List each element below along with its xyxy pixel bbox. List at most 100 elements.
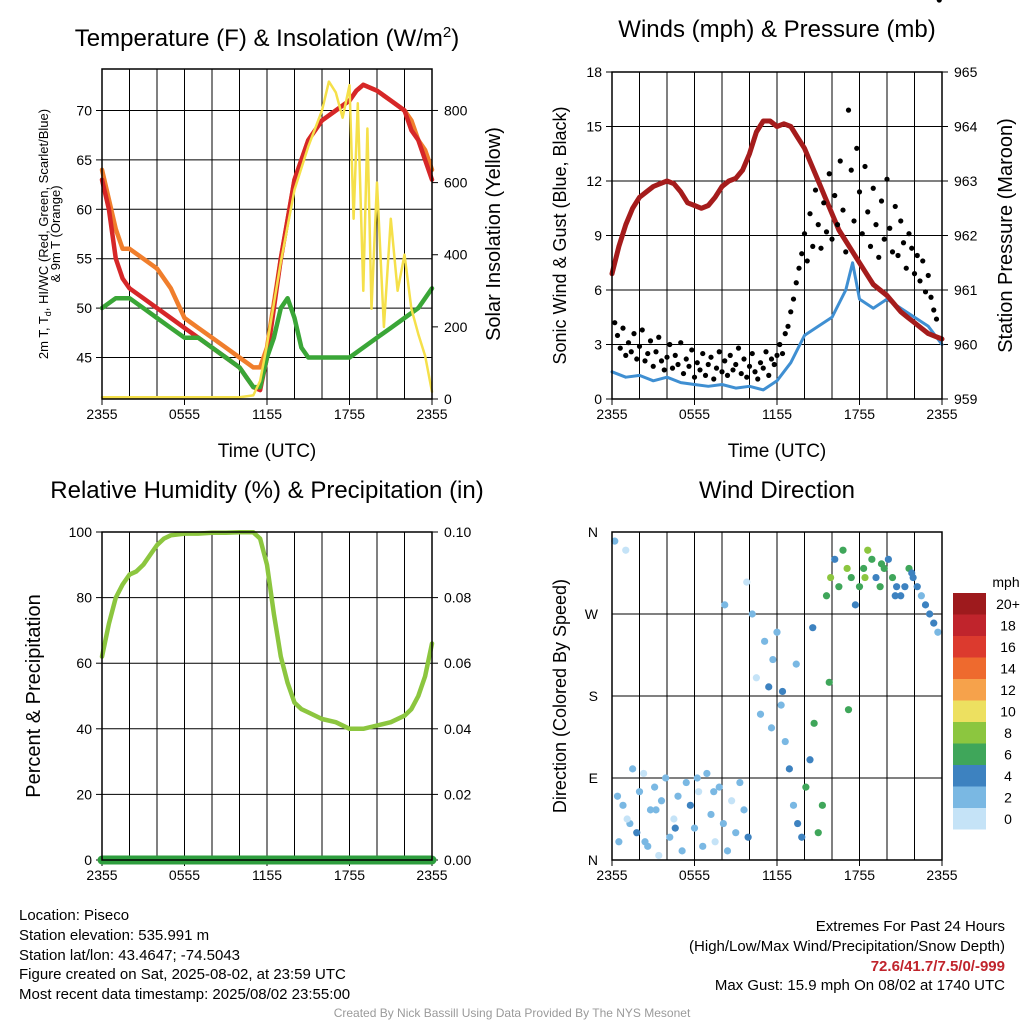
x-tick-label: 1155: [762, 406, 792, 422]
x-tick-label: 1755: [844, 867, 875, 883]
plot-frame: [101, 531, 433, 861]
gust-point: [744, 374, 750, 380]
direction-point: [913, 583, 921, 591]
gust-point: [667, 341, 673, 348]
gust-point: [889, 249, 896, 255]
gust-point: [766, 372, 772, 378]
gust-point: [832, 192, 838, 199]
gust-point: [818, 245, 824, 251]
gust-point: [936, 0, 942, 3]
y-axis-label: Sonic Wind & Gust (Blue, Black): [550, 106, 570, 364]
gust-point: [933, 316, 940, 322]
direction-point: [855, 583, 864, 591]
colorbar-swatch: [953, 808, 986, 830]
plot-frame: [611, 531, 943, 861]
chart-title: Wind Direction: [699, 477, 855, 504]
gust-point: [925, 272, 931, 279]
colorbar-tick-label: 18: [1000, 618, 1016, 634]
gust-point: [686, 363, 692, 369]
gust-point: [774, 352, 780, 358]
direction-point: [671, 824, 679, 832]
gust-point: [909, 245, 915, 251]
gust-point: [829, 236, 835, 242]
colorbar-tick-label: 12: [1000, 682, 1016, 698]
wind-pressure-panel: Winds (mph) & Pressure (mb) 2355 0555 1155 1…: [550, 0, 1017, 462]
gust-point: [903, 265, 909, 271]
direction-point: [901, 583, 909, 591]
elevation-text: Station elevation: 535.991 m: [19, 926, 210, 944]
gust-point: [664, 354, 670, 360]
series-line-rh: [99, 530, 435, 732]
direction-point: [861, 573, 869, 582]
direction-point: [715, 783, 723, 791]
gust-point: [727, 352, 733, 358]
gust-point: [653, 349, 659, 355]
extremes-values: 72.6/41.7/7.5/0/-999: [870, 957, 1005, 975]
series-line-wind: [610, 261, 944, 392]
y-tick-label: 65: [76, 152, 92, 168]
direction-point: [640, 769, 648, 778]
title-superscript: 2: [443, 24, 451, 41]
gust-point: [625, 340, 632, 346]
x-tick-label: 1155: [762, 867, 792, 883]
direction-point: [839, 546, 847, 554]
gust-point: [782, 331, 788, 337]
colorbar-swatch: [953, 700, 986, 722]
temperature-panel: Temperature (F) & Insolation (W/m2)2355 0…: [36, 24, 505, 462]
direction-point: [827, 573, 835, 582]
direction-point: [785, 765, 793, 773]
x-tick-label: 1155: [252, 867, 282, 883]
y-right-tick-label: 400: [444, 247, 468, 263]
direction-point: [810, 719, 818, 727]
gust-point: [801, 231, 808, 237]
gust-point: [804, 258, 810, 264]
gust-point: [647, 338, 654, 344]
y-right-tick-label: 960: [954, 337, 978, 353]
y-tick-label: N: [588, 852, 598, 868]
gust-point: [793, 280, 799, 286]
colorbar-tick-label: 6: [1004, 747, 1012, 763]
gust-point: [614, 332, 621, 339]
y-right-tick-label: 0: [444, 391, 452, 407]
y-right-tick-label: 0.04: [444, 721, 471, 737]
y-tick-label: 12: [586, 173, 602, 189]
gust-point: [741, 356, 747, 362]
gust-point: [823, 229, 830, 235]
direction-point: [844, 706, 853, 714]
y-right-tick-label: 0.10: [444, 524, 471, 540]
gust-point: [645, 350, 651, 357]
gust-point: [807, 211, 813, 217]
gust-point: [628, 349, 634, 355]
direction-point: [662, 774, 670, 782]
y-tick-label: 6: [594, 282, 602, 298]
x-tick-label: 0555: [169, 406, 200, 422]
x-axis-label: Time (UTC): [218, 441, 317, 462]
series-line-pressure: [609, 118, 945, 342]
gust-point: [859, 231, 865, 237]
gust-point: [768, 356, 775, 362]
gust-point: [837, 158, 843, 164]
gust-point: [623, 352, 629, 358]
colorbar-swatch: [953, 657, 986, 679]
direction-point: [623, 815, 631, 823]
direction-point: [765, 683, 773, 691]
gust-point: [862, 163, 868, 170]
gust-point: [642, 358, 648, 364]
y-tick-label: 20: [76, 786, 92, 802]
plot-frame: [611, 71, 943, 400]
direction-point: [728, 797, 736, 805]
credit-text: Created By Nick Bassill Using Data Provi…: [333, 1006, 691, 1020]
gust-point: [914, 252, 920, 259]
direction-point: [652, 806, 660, 814]
y-tick-label: E: [589, 770, 598, 786]
recent-text: Most recent data timestamp: 2025/08/02 2…: [19, 986, 351, 1004]
colorbar: mph 20+ 18 16 14 12 10 8 6 4 2 0: [953, 574, 1020, 830]
gust-point: [757, 360, 764, 366]
gust-point: [887, 225, 893, 231]
y-axis-label-line2: & 9m T (Orange): [48, 185, 63, 282]
direction-point: [934, 628, 942, 636]
location-text: Location: Piseco: [19, 907, 130, 924]
colorbar-tick-label: 14: [1000, 661, 1016, 677]
y-tick-label: 100: [69, 524, 93, 540]
y-tick-label: S: [589, 688, 598, 704]
